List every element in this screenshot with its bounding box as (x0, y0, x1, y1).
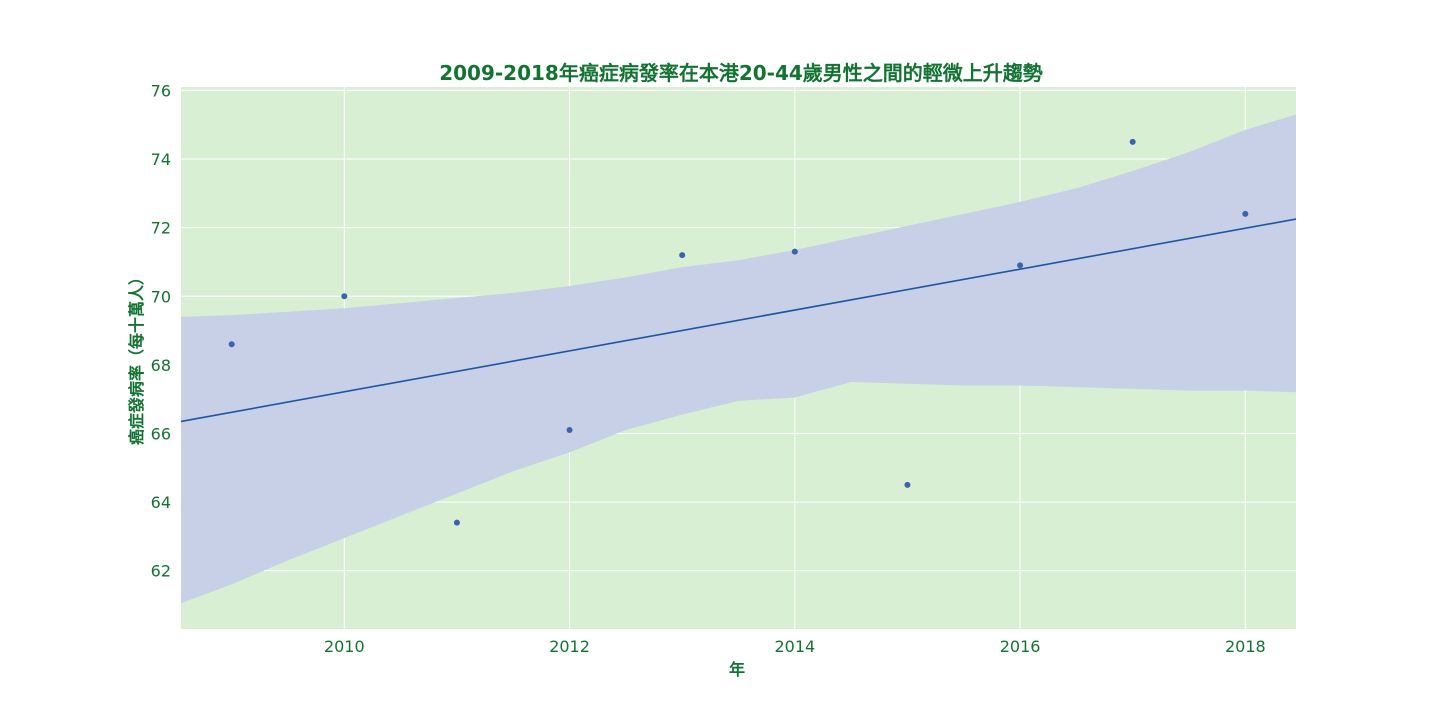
data-point (679, 252, 686, 259)
x-axis-label: 年 (729, 660, 745, 679)
confidence-band (181, 114, 1296, 604)
regression-line (180, 218, 1297, 423)
y-tick-label: 68 (151, 356, 171, 375)
y-tick-label: 70 (151, 287, 171, 306)
y-tick-label: 74 (151, 150, 171, 169)
data-point (1129, 138, 1136, 145)
x-axis-ticks: 2010 2012 2014 2016 2018 (324, 637, 1266, 656)
y-tick-label: 64 (151, 493, 171, 512)
x-tick-label: 2010 (324, 637, 365, 656)
y-tick-label: 72 (151, 219, 171, 238)
data-point (566, 427, 573, 434)
data-point (904, 481, 911, 488)
y-tick-label: 62 (151, 562, 171, 581)
y-axis-label: 癌症發病率（每十萬人） (127, 269, 146, 445)
y-tick-label: 66 (151, 424, 171, 443)
x-tick-label: 2018 (1225, 637, 1266, 656)
y-axis-ticks: 62 64 66 68 70 72 74 76 (151, 81, 171, 580)
data-point (341, 293, 348, 300)
data-point (1017, 262, 1024, 269)
data-point (453, 519, 460, 526)
x-tick-label: 2012 (549, 637, 590, 656)
data-point (791, 248, 798, 255)
data-point (228, 341, 235, 348)
x-tick-label: 2014 (774, 637, 815, 656)
data-point (1242, 210, 1249, 217)
y-tick-label: 76 (151, 81, 171, 100)
data-points (228, 138, 1249, 526)
chart-title: 2009-2018年癌症病發率在本港20-44歲男性之間的輕微上升趨勢 (439, 61, 1043, 85)
x-tick-label: 2016 (1000, 637, 1041, 656)
